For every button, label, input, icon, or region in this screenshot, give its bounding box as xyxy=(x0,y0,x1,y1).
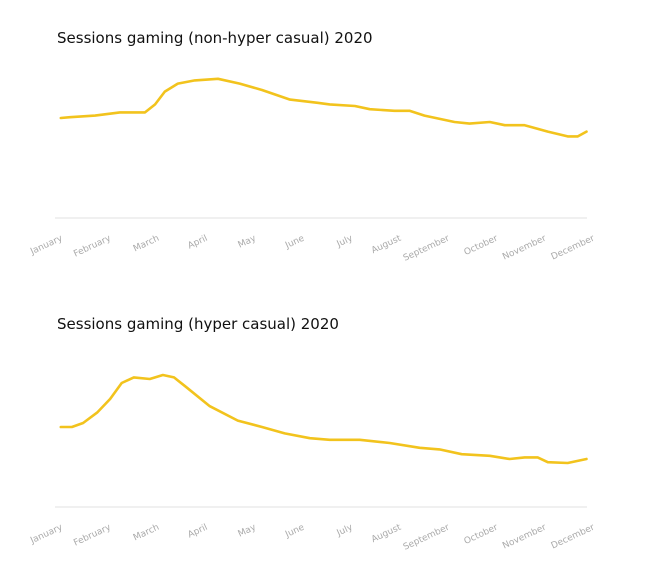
x-tick-label: February xyxy=(72,233,113,259)
x-tick-label: June xyxy=(283,522,306,540)
x-tick-label: February xyxy=(72,522,113,548)
x-tick-label: March xyxy=(132,523,161,544)
x-tick-label: December xyxy=(550,234,597,263)
chart-title: Sessions gaming (hyper casual) 2020 xyxy=(57,315,339,333)
x-tick-label: December xyxy=(550,523,597,552)
line xyxy=(59,373,588,465)
x-tick-label: April xyxy=(186,234,209,252)
x-tick-label: May xyxy=(237,233,259,250)
x-tick-label: August xyxy=(370,233,403,256)
x-tick-label: September xyxy=(402,523,452,553)
x-tick-label: May xyxy=(237,522,259,539)
x-tick-label: July xyxy=(335,233,355,250)
x-tick-label: September xyxy=(402,234,452,264)
x-tick-label: April xyxy=(186,523,209,541)
x-tick-label: July xyxy=(335,522,355,539)
x-tick-label: October xyxy=(463,523,500,547)
x-tick-label: June xyxy=(283,233,306,251)
x-tick-label: January xyxy=(28,522,65,546)
x-tick-label: August xyxy=(370,522,403,545)
x-tick-label: January xyxy=(28,233,65,257)
x-tick-label: October xyxy=(463,234,500,258)
x-tick-label: November xyxy=(501,234,548,263)
chart-title: Sessions gaming (non-hyper casual) 2020 xyxy=(57,29,373,47)
line xyxy=(59,77,588,138)
x-tick-label: November xyxy=(501,523,548,552)
x-tick-label: March xyxy=(132,234,161,255)
